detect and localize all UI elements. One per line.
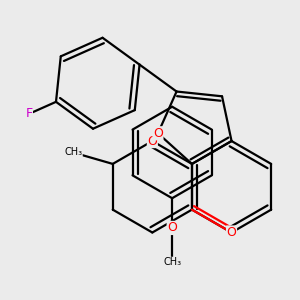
Text: CH₃: CH₃ (163, 257, 181, 267)
Text: O: O (226, 226, 236, 239)
Text: CH₃: CH₃ (64, 148, 82, 158)
Text: O: O (167, 221, 177, 234)
Text: O: O (153, 127, 163, 140)
Text: F: F (25, 107, 32, 120)
Text: O: O (147, 134, 157, 148)
